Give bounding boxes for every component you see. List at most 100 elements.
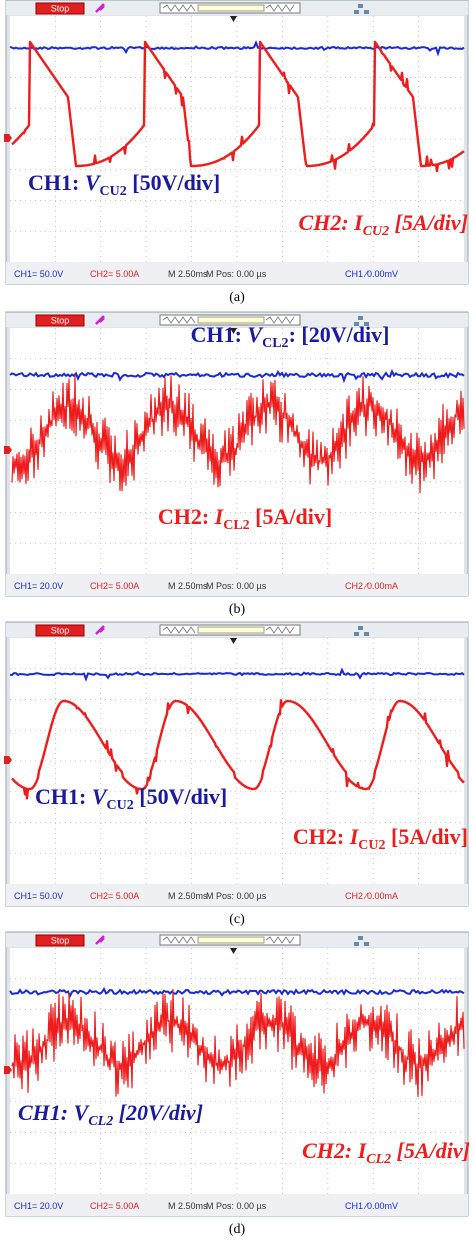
status-timebase: M 2.50ms xyxy=(168,891,208,901)
status-timebase: M 2.50ms xyxy=(168,269,208,279)
label-symbol: I xyxy=(214,504,225,529)
label-suffix: [5A/div] xyxy=(250,504,333,529)
probe-icon xyxy=(95,935,105,945)
trigger-marker xyxy=(230,16,237,22)
status-timebase: M 2.50ms xyxy=(168,1201,208,1211)
label-prefix: CH2: xyxy=(299,210,355,235)
label-suffix: [50V/div] xyxy=(127,170,221,195)
ch2-label: CH2: ICU2 [5A/div] xyxy=(299,210,468,239)
status-bar xyxy=(6,1194,468,1216)
ch1-label: CH1: VCL2: [20V/div] xyxy=(191,322,390,351)
ch1-trace xyxy=(9,40,465,57)
trigger-marker xyxy=(230,328,237,334)
label-suffix: [5A/div] xyxy=(389,210,468,235)
trigger-marker xyxy=(230,948,237,954)
run-state-box xyxy=(35,624,85,637)
ch2-marker xyxy=(4,446,12,454)
slider-zigzag xyxy=(162,4,295,12)
label-symbol: V xyxy=(74,1100,91,1125)
label-subscript: CU2 xyxy=(107,798,134,813)
run-state: Stop xyxy=(51,316,70,326)
trigger-marker xyxy=(230,638,237,644)
ch2-marker xyxy=(4,756,12,764)
status-bar xyxy=(6,574,468,596)
status-trigger: CH2 ∕0.00mA xyxy=(345,891,398,901)
status-position: M Pos: 0.00 µs xyxy=(206,891,267,901)
label-symbol: V xyxy=(92,784,109,809)
probe-icon xyxy=(95,315,105,325)
status-ch2-scale: CH2= 5.00A xyxy=(90,1201,139,1211)
network-icon xyxy=(354,626,369,636)
ch2-label: CH2: ICL2 [5A/div] xyxy=(158,504,332,533)
trigger-window xyxy=(197,4,265,12)
label-suffix: [5A/div] xyxy=(386,824,469,849)
trigger-window xyxy=(197,316,265,324)
label-prefix: CH2: xyxy=(293,824,350,849)
label-symbol: I xyxy=(353,210,364,235)
label-prefix: CH1: xyxy=(191,322,248,347)
label-subscript: CL2 xyxy=(366,1152,391,1167)
label-symbol: V xyxy=(247,322,264,347)
label-subscript: CL2 xyxy=(262,336,288,351)
label-symbol: V xyxy=(85,170,102,195)
label-prefix: CH2: xyxy=(158,504,215,529)
label-subscript: CU2 xyxy=(100,184,127,199)
caption: (b) xyxy=(229,602,246,617)
label-subscript: CL2 xyxy=(88,1114,113,1129)
status-ch2-scale: CH2= 5.00A xyxy=(90,581,139,591)
status-trigger: CH2 ∕0.00mA xyxy=(345,581,398,591)
ch2-trace xyxy=(11,40,465,173)
ch1-label: CH1: VCL2 [20V/div] xyxy=(18,1100,203,1129)
ch2-trace xyxy=(11,375,465,494)
label-suffix: [20V/div] xyxy=(113,1100,203,1125)
label-suffix: : [20V/div] xyxy=(289,322,390,347)
label-subscript: CU2 xyxy=(363,224,389,239)
label-prefix: CH1: xyxy=(28,170,85,195)
run-state: Stop xyxy=(51,4,70,14)
status-trigger: CH1 ∕0.00mV xyxy=(345,269,398,279)
caption: (a) xyxy=(229,290,245,305)
status-bar xyxy=(6,884,468,906)
ch2-trace xyxy=(11,988,465,1098)
label-prefix: CH1: xyxy=(35,784,92,809)
ch2-marker xyxy=(4,134,12,142)
status-position: M Pos: 0.00 µs xyxy=(206,269,267,279)
probe-icon xyxy=(95,3,105,13)
status-position: M Pos: 0.00 µs xyxy=(206,1201,267,1211)
label-symbol: I xyxy=(357,1138,368,1163)
ch2-trace xyxy=(11,699,465,800)
label-subscript: CL2 xyxy=(223,518,249,533)
run-state: Stop xyxy=(51,626,70,636)
status-ch1-scale: CH1= 20.0V xyxy=(14,581,63,591)
ch2-label: CH2: ICU2 [5A/div] xyxy=(293,824,468,853)
network-icon xyxy=(354,936,369,946)
run-state: Stop xyxy=(51,936,70,946)
status-ch1-scale: CH1= 50.0V xyxy=(14,891,63,901)
network-icon xyxy=(354,316,369,326)
run-state-box xyxy=(35,2,85,15)
trigger-window xyxy=(197,936,265,944)
label-suffix: [5A/div] xyxy=(391,1138,470,1163)
ch1-trace xyxy=(9,368,465,384)
ch1-trace xyxy=(9,667,465,682)
label-suffix: [50V/div] xyxy=(134,784,228,809)
status-ch2-scale: CH2= 5.00A xyxy=(90,269,139,279)
label-subscript: CU2 xyxy=(358,838,385,853)
network-icon xyxy=(354,4,369,14)
ch2-marker xyxy=(4,1066,12,1074)
label-prefix: CH2: xyxy=(302,1138,358,1163)
status-bar xyxy=(6,262,468,284)
slider-zigzag xyxy=(162,316,295,324)
status-trigger: CH1 ∕0.00mV xyxy=(345,1201,398,1211)
status-timebase: M 2.50ms xyxy=(168,581,208,591)
label-prefix: CH1: xyxy=(18,1100,74,1125)
caption: (d) xyxy=(229,1222,246,1237)
probe-icon xyxy=(95,625,105,635)
trigger-window xyxy=(197,626,265,634)
ch1-label: CH1: VCU2 [50V/div] xyxy=(35,784,227,813)
caption: (c) xyxy=(229,912,245,927)
ch2-label: CH2: ICL2 [5A/div] xyxy=(302,1138,470,1167)
slider-zigzag xyxy=(162,626,295,634)
